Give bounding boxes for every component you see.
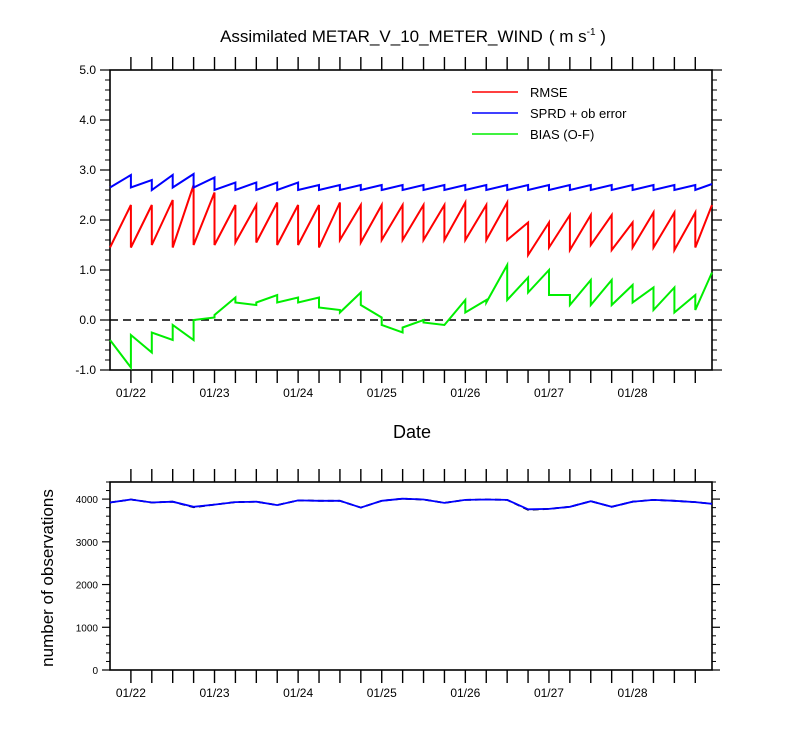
x-tick-label: 01/22 [116,686,146,700]
y-tick-label: -1.0 [75,363,96,377]
x-axis-label: Date [393,422,431,442]
x-tick-label: 01/24 [283,686,313,700]
series-line-rmse [109,184,713,259]
y-tick-label: 0 [92,666,98,677]
y-tick-label: 3000 [76,538,99,549]
y-tick-label: 1.0 [79,263,96,277]
y-tick-label: 0.0 [79,313,96,327]
x-tick-label: 01/24 [283,386,313,400]
x-tick-label: 01/23 [199,686,229,700]
x-tick-label: 01/27 [534,686,564,700]
y-tick-label: 4.0 [79,113,96,127]
legend-label: SPRD + ob error [530,106,627,121]
plot-frame [109,481,713,671]
legend-label: BIAS (O-F) [530,127,594,142]
observation-count-panel: 01/22 01/23 01/24 01/25 01/26 01/27 01/28 4000 3… [76,469,720,700]
x-tick-label: 01/26 [450,686,480,700]
y-tick-label: 3.0 [79,163,96,177]
y-tick-label: 4000 [76,495,99,506]
x-tick-label: 01/27 [534,386,564,400]
chart-title: Assimilated METAR_V_10_METER_WIND( m s-1… [220,27,606,46]
y-axis-label-observations: number of observations [38,489,57,667]
x-tick-label: 01/26 [450,386,480,400]
x-tick-label: 01/28 [618,686,648,700]
y-tick-label: 2.0 [79,213,96,227]
series-line-1 [109,497,713,511]
y-tick-label: 2000 [76,581,99,592]
x-tick-label: 01/22 [116,386,146,400]
rmse-bias-panel: 01/22 01/23 01/24 01/25 01/26 01/27 01/28 5.0 4.… [75,57,722,400]
legend-label: RMSE [530,85,568,100]
x-tick-label: 01/28 [618,386,648,400]
x-tick-label: 01/25 [367,686,397,700]
series-line-bias-o-f [109,261,713,371]
x-tick-label: 01/25 [367,386,397,400]
series-line-sprd-ob-error [109,172,713,192]
x-tick-label: 01/23 [199,386,229,400]
y-tick-label: 1000 [76,623,99,634]
y-tick-label: 5.0 [79,63,96,77]
